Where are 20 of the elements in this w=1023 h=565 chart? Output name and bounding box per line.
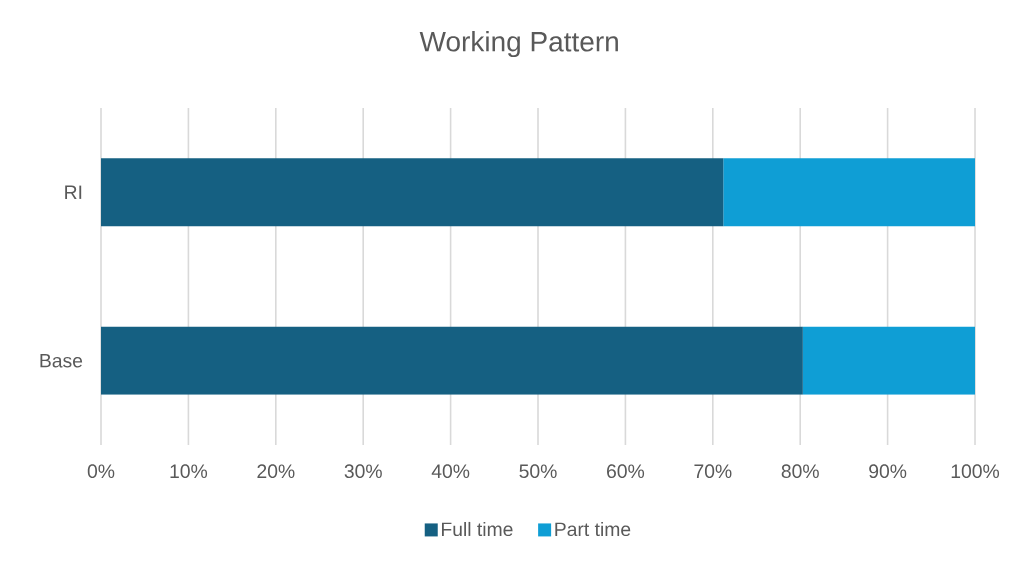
bar [802, 326, 976, 395]
bar [723, 158, 976, 227]
x-tick-label: 80% [781, 464, 819, 479]
chart-title: Working Pattern [419, 31, 618, 58]
bar [101, 158, 724, 227]
x-tick-label: 30% [344, 464, 382, 479]
y-tick-label: RI [65, 185, 82, 199]
x-tick-label: 20% [257, 464, 295, 479]
bar [101, 326, 803, 395]
x-tick-label: 100% [951, 464, 1000, 479]
x-tick-label: 60% [607, 464, 645, 479]
x-tick-label: 70% [694, 464, 732, 479]
x-tick-label: 90% [869, 464, 907, 479]
x-tick-label: 0% [87, 464, 115, 479]
x-tick-label: 10% [170, 464, 208, 479]
x-tick-label: 50% [519, 464, 557, 479]
legend-label: Part time [555, 521, 631, 537]
legend-label: Full time [441, 521, 513, 537]
x-tick-label: 40% [431, 464, 470, 479]
y-tick-label: Base [40, 354, 83, 368]
